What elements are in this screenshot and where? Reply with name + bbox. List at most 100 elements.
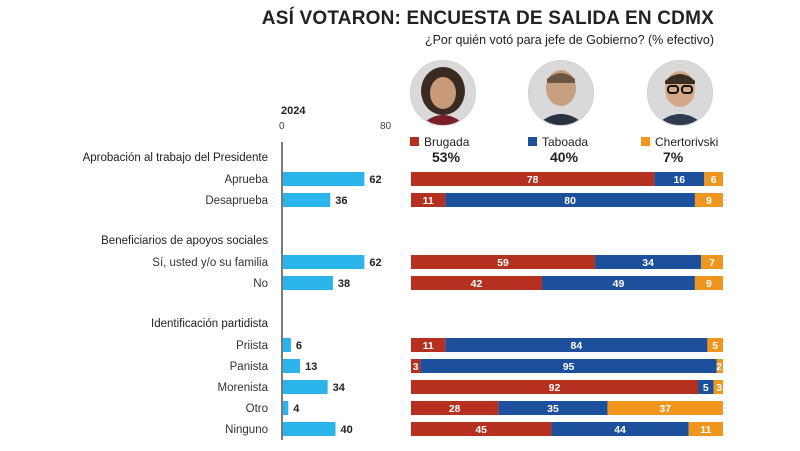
vote-segment-brugada	[411, 380, 699, 394]
row-label: Panista	[230, 361, 269, 373]
vote-segment-chertorivski	[688, 422, 723, 436]
share-value: 4	[293, 403, 300, 415]
vote-segment-taboada	[542, 276, 695, 290]
vote-segment-taboada	[654, 172, 705, 186]
vote-segment-chertorivski	[694, 193, 723, 207]
vote-value: 5	[712, 340, 718, 352]
vote-segment-chertorivski	[704, 172, 723, 186]
vote-value: 9	[706, 278, 712, 290]
vote-value: 78	[527, 174, 539, 186]
share-value: 6	[296, 340, 302, 352]
vote-segment-chertorivski	[701, 255, 723, 269]
share-bar	[283, 422, 336, 436]
row-label: Priista	[236, 340, 269, 352]
vote-segment-chertorivski	[707, 338, 723, 352]
vote-segment-taboada	[445, 193, 695, 207]
vote-segment-chertorivski	[607, 401, 723, 415]
chertorivski-swatch	[641, 137, 650, 146]
share-bar	[283, 359, 301, 373]
row-label: Otro	[246, 403, 268, 415]
vote-segment-brugada	[411, 401, 499, 415]
row-label: Desaprueba	[205, 195, 268, 207]
brugada-swatch	[410, 137, 419, 146]
vote-value: 11	[423, 195, 434, 207]
vote-segment-brugada	[411, 172, 655, 186]
candidate-percent: 7%	[663, 149, 684, 165]
taboada-swatch	[528, 137, 537, 146]
candidate-photo-brugada	[410, 60, 476, 126]
year-label: 2024	[281, 105, 306, 117]
vote-value: 11	[423, 340, 434, 352]
vote-segment-brugada	[411, 255, 596, 269]
share-bar	[283, 401, 289, 415]
vote-segment-taboada	[498, 401, 608, 415]
candidate-name: Taboada	[542, 135, 589, 149]
vote-value: 37	[659, 403, 671, 415]
chart-title: ASÍ VOTARON: ENCUESTA DE SALIDA EN CDMX	[261, 8, 714, 29]
vote-value: 6	[711, 174, 717, 186]
share-value: 34	[333, 382, 346, 394]
chart-subtitle: ¿Por quién votó para jefe de Gobierno? (…	[424, 33, 714, 47]
vote-value: 92	[549, 382, 561, 394]
share-value: 62	[369, 174, 381, 186]
vote-segment-taboada	[595, 255, 702, 269]
vote-value: 35	[547, 403, 559, 415]
vote-segment-taboada	[551, 422, 689, 436]
vote-segment-taboada	[420, 359, 717, 373]
share-axis-tick-min: 0	[279, 121, 285, 132]
share-bar	[283, 172, 365, 186]
vote-value: 45	[475, 424, 487, 436]
vote-value: 5	[703, 382, 709, 394]
vote-value: 3	[413, 361, 419, 373]
vote-segment-chertorivski	[694, 276, 723, 290]
vote-segment-brugada	[411, 422, 552, 436]
vote-segment-brugada	[411, 276, 543, 290]
share-bar	[283, 193, 331, 207]
vote-value: 3	[716, 382, 722, 394]
row-label: Ninguno	[225, 424, 268, 436]
vote-segment-chertorivski	[716, 359, 723, 373]
candidate-percent: 40%	[550, 149, 579, 165]
candidate-name: Brugada	[424, 135, 470, 149]
vote-value: 34	[642, 257, 654, 269]
candidate-percent: 53%	[432, 149, 461, 165]
vote-value: 11	[700, 424, 711, 436]
vote-value: 44	[614, 424, 626, 436]
share-bar	[283, 338, 291, 352]
vote-segment-brugada	[411, 193, 446, 207]
candidate-photo-taboada	[528, 60, 594, 126]
vote-segment-chertorivski	[713, 380, 723, 394]
share-value: 62	[369, 257, 381, 269]
vote-segment-brugada	[411, 338, 446, 352]
share-value: 40	[341, 424, 353, 436]
vote-value: 2	[716, 361, 722, 373]
share-axis-tick-max: 80	[380, 121, 392, 132]
vote-value: 42	[471, 278, 483, 290]
row-label: No	[253, 278, 268, 290]
vote-value: 84	[571, 340, 583, 352]
vote-value: 80	[564, 195, 576, 207]
candidate-photo-chertorivski	[647, 60, 713, 126]
share-value: 13	[305, 361, 317, 373]
vote-segment-taboada	[445, 338, 708, 352]
share-bar	[283, 380, 328, 394]
row-label: Morenista	[218, 382, 269, 394]
group-label: Beneficiarios de apoyos sociales	[101, 235, 268, 247]
share-bar	[283, 255, 365, 269]
group-label: Identificación partidista	[151, 318, 269, 330]
vote-value: 7	[709, 257, 715, 269]
vote-value: 59	[497, 257, 509, 269]
candidate-name: Chertorivski	[655, 135, 719, 149]
group-label: Aprobación al trabajo del Presidente	[83, 152, 268, 164]
share-value: 38	[338, 278, 350, 290]
vote-segment-taboada	[698, 380, 714, 394]
share-value: 36	[335, 195, 347, 207]
share-bar	[283, 276, 333, 290]
vote-value: 16	[673, 174, 685, 186]
vote-value: 9	[706, 195, 712, 207]
vote-value: 28	[449, 403, 461, 415]
vote-segment-brugada	[411, 359, 421, 373]
vote-value: 49	[613, 278, 625, 290]
vote-value: 95	[563, 361, 575, 373]
